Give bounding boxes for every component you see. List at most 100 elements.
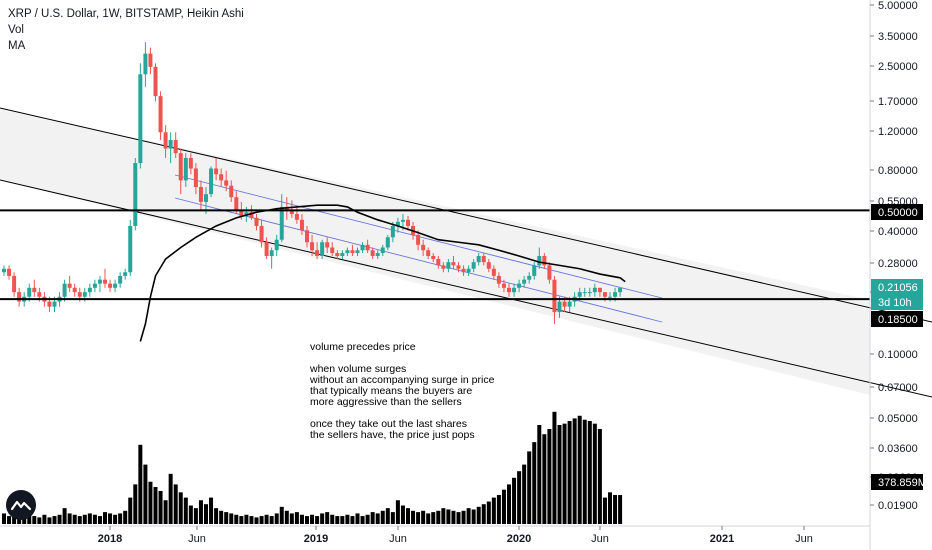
volume-bar bbox=[436, 510, 441, 524]
candle-body bbox=[7, 268, 12, 276]
volume-bar bbox=[62, 508, 67, 524]
chart-legend: XRP / U.S. Dollar, 1W, BITSTAMP, Heikin … bbox=[8, 6, 244, 54]
volume-bar bbox=[421, 510, 426, 524]
volume-bar bbox=[224, 512, 229, 524]
y-tick-label: 0.28000 bbox=[878, 258, 918, 270]
candle-body bbox=[224, 180, 229, 186]
annotation-line: without an accompanying surge in price bbox=[310, 374, 495, 386]
volume-bar bbox=[350, 516, 355, 524]
candle-body bbox=[198, 187, 203, 202]
candle-body bbox=[138, 74, 143, 164]
volume-bar bbox=[613, 494, 618, 524]
annotation-line: when volume surges bbox=[310, 363, 407, 375]
candle-body bbox=[395, 221, 400, 226]
volume-bar bbox=[183, 497, 188, 524]
candle-body bbox=[92, 283, 97, 288]
volume-bar bbox=[279, 506, 284, 524]
x-tick-label: 2019 bbox=[304, 533, 328, 545]
tradingview-logo-icon[interactable] bbox=[6, 490, 36, 520]
volume-bar bbox=[582, 419, 587, 524]
annotation-line: volume precedes price bbox=[310, 341, 416, 353]
volume-bar bbox=[204, 504, 208, 524]
y-tick-label: 0.03600 bbox=[878, 443, 918, 455]
volume-bar bbox=[2, 513, 6, 524]
volume-bar bbox=[406, 508, 410, 524]
volume-bar bbox=[153, 487, 158, 524]
volume-bar bbox=[234, 514, 239, 524]
candle-body bbox=[597, 287, 602, 293]
y-tick-label: 0.07000 bbox=[878, 382, 918, 394]
volume-bar bbox=[507, 484, 511, 524]
candle-body bbox=[355, 250, 360, 254]
candle-body bbox=[471, 262, 476, 269]
volume-bar bbox=[168, 473, 173, 524]
candle-body bbox=[330, 247, 335, 254]
volume-bar bbox=[229, 513, 234, 524]
candle-body bbox=[406, 219, 410, 226]
x-tick-label: Jun bbox=[389, 533, 407, 545]
candle-body bbox=[365, 244, 370, 251]
volume-bar bbox=[411, 510, 416, 524]
y-tick-label: 2.50000 bbox=[878, 61, 918, 73]
x-tick-label: Jun bbox=[188, 533, 206, 545]
candle-body bbox=[335, 253, 340, 256]
volume-bar bbox=[12, 514, 17, 524]
candle-body bbox=[481, 255, 486, 263]
volume-bar bbox=[380, 510, 385, 524]
candle-body bbox=[193, 168, 198, 188]
indicator-ma[interactable]: MA bbox=[8, 40, 26, 52]
candle-body bbox=[168, 140, 173, 149]
candle-body bbox=[532, 265, 537, 276]
candle-body bbox=[82, 292, 87, 297]
volume-bar bbox=[269, 516, 274, 524]
volume-bar bbox=[158, 491, 163, 524]
volume-bar bbox=[103, 512, 107, 524]
price-label-text: 0.50000 bbox=[878, 207, 918, 219]
annotation-line: the sellers have, the price just pops bbox=[310, 429, 475, 441]
volume-bar bbox=[315, 516, 320, 524]
candle-body bbox=[67, 283, 72, 288]
candle-body bbox=[118, 275, 123, 284]
candle-body bbox=[188, 157, 193, 169]
volume-bar bbox=[27, 513, 32, 524]
volume-bar bbox=[128, 497, 133, 524]
volume-bar bbox=[592, 423, 597, 524]
candle-body bbox=[289, 210, 294, 215]
volume-bar bbox=[572, 418, 577, 524]
indicator-vol[interactable]: Vol bbox=[8, 24, 24, 36]
volume-bar bbox=[294, 512, 299, 524]
candle-body bbox=[294, 214, 299, 220]
candle-body bbox=[527, 275, 532, 280]
volume-bar bbox=[274, 513, 279, 524]
volume-bar bbox=[143, 464, 148, 524]
chart-annotation[interactable]: volume precedes price when volume surges w… bbox=[310, 342, 494, 441]
candle-body bbox=[113, 283, 118, 288]
y-tick-label: 0.80000 bbox=[878, 165, 918, 177]
channel-lower-line bbox=[0, 179, 932, 398]
volume-bar bbox=[340, 516, 345, 524]
volume-bar bbox=[77, 516, 82, 524]
volume-bar bbox=[138, 444, 143, 524]
candle-body bbox=[108, 283, 113, 288]
x-tick-label: Jun bbox=[795, 533, 813, 545]
volume-bar bbox=[335, 516, 340, 524]
volume-bar bbox=[264, 514, 269, 524]
volume-bar bbox=[72, 514, 77, 524]
candle-body bbox=[143, 53, 148, 75]
volume-bar bbox=[32, 516, 37, 524]
symbol-title[interactable]: XRP / U.S. Dollar, 1W, BITSTAMP, Heikin … bbox=[8, 8, 244, 20]
x-tick-label: 2018 bbox=[98, 533, 122, 545]
volume-bar bbox=[259, 516, 264, 524]
candle-body bbox=[264, 242, 269, 256]
candle-body bbox=[552, 279, 557, 313]
candle-body bbox=[421, 244, 426, 251]
annotation-line: once they take out the last shares bbox=[310, 418, 468, 430]
volume-bar bbox=[47, 517, 52, 524]
candle-body bbox=[254, 217, 259, 226]
candle-body bbox=[608, 296, 612, 298]
volume-bar bbox=[173, 484, 178, 524]
candle-body bbox=[183, 157, 188, 181]
candle-body bbox=[431, 255, 436, 260]
volume-bar bbox=[284, 510, 289, 524]
